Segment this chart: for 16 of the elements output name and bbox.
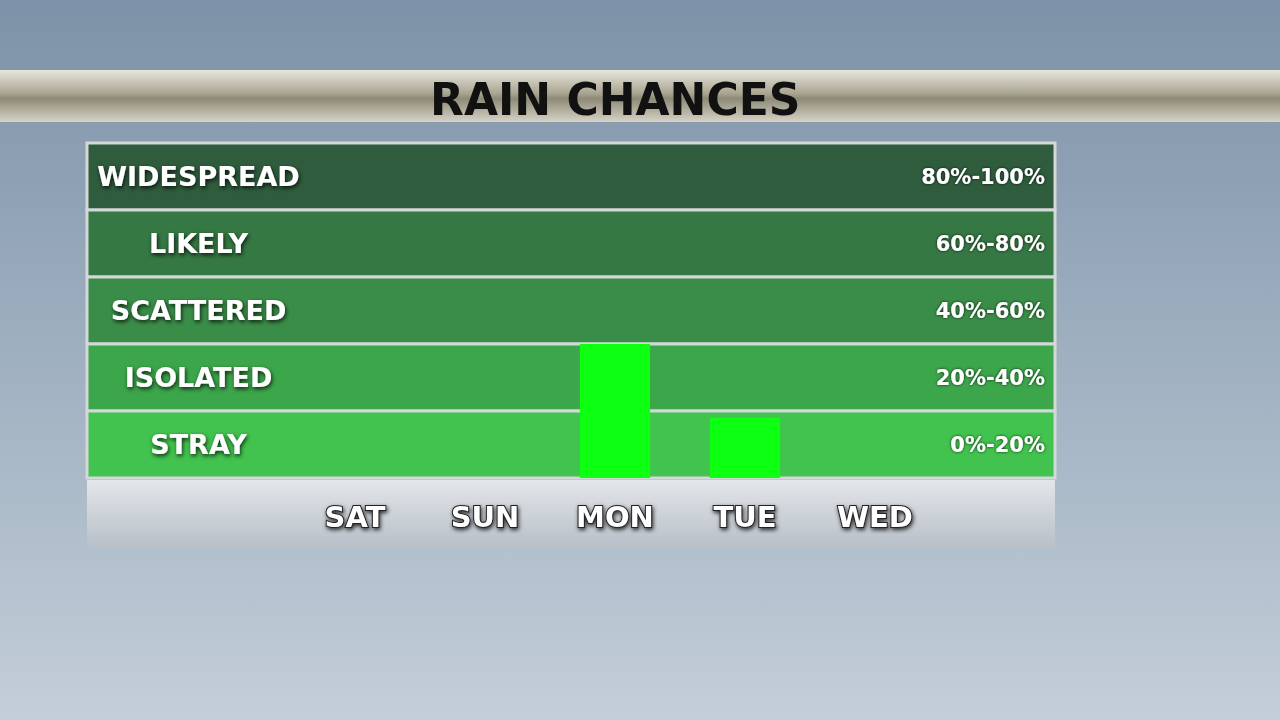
band-label: WIDESPREAD [97, 161, 300, 192]
annotation: 20%-40% [935, 365, 1045, 390]
x-tick-label: SAT [324, 499, 386, 534]
text: 0%-20% [950, 432, 1045, 457]
x-tick-label: SUN [450, 499, 520, 534]
chart-title: RAIN CHANCES [430, 73, 801, 125]
text: 60%-80% [935, 231, 1045, 256]
x-tick-label: TUE [713, 499, 777, 534]
band-label: LIKELY [148, 228, 249, 259]
text: 40%-60% [935, 298, 1045, 323]
band-label: SCATTERED [110, 295, 287, 326]
band-label: ISOLATED [124, 362, 273, 393]
band-label: STRAY [150, 429, 248, 460]
text: 80%-100% [921, 164, 1045, 189]
x-tick-label: MON [576, 499, 654, 534]
x-tick-label: WED [837, 499, 913, 534]
